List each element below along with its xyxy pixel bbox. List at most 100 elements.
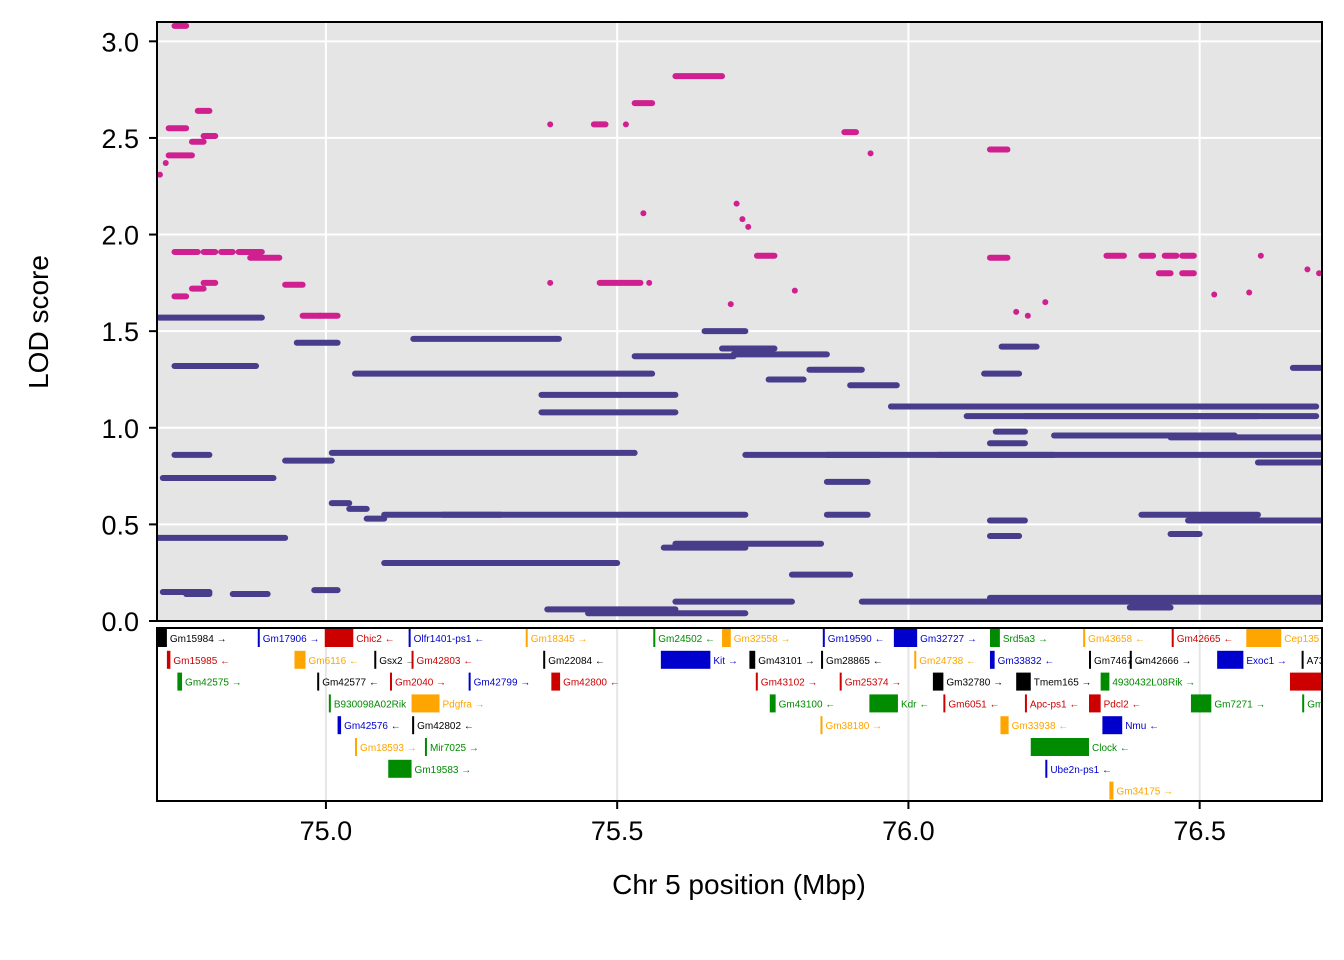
y-tick-label: 3.0 xyxy=(101,27,139,57)
gene: A7300 xyxy=(1301,650,1322,669)
x-tick-label: 75.0 xyxy=(300,816,353,846)
gene: B930098A02Rik xyxy=(328,694,407,713)
data-point xyxy=(547,121,554,128)
gene-bar xyxy=(317,672,320,691)
data-point xyxy=(791,287,798,294)
gene-label: Gm2040 → xyxy=(395,678,446,689)
data-point xyxy=(1024,312,1031,319)
gene-label: Gm43102 → xyxy=(761,678,818,689)
data-point xyxy=(1257,252,1264,259)
gene: Kdr ← xyxy=(869,694,929,713)
gene-label: Kit → xyxy=(713,656,737,667)
gene-bar xyxy=(1000,716,1009,735)
gene-label: Kdr ← xyxy=(901,699,929,710)
x-tick-label: 76.0 xyxy=(882,816,935,846)
gene: Gm43100 ← xyxy=(769,694,835,713)
data-point xyxy=(1211,291,1218,298)
gene-bar xyxy=(294,650,306,669)
gene-bar xyxy=(893,629,918,647)
gene-bar xyxy=(1045,759,1048,778)
x-axis: 75.0 75.5 76.0 76.5 xyxy=(300,801,1226,846)
gene-bar xyxy=(914,650,917,669)
data-point xyxy=(646,279,653,286)
gene-bar xyxy=(177,672,183,691)
gene: Gm43101 → xyxy=(749,650,815,669)
gene-label: Gm43658 ← xyxy=(1088,634,1145,645)
gene-bar xyxy=(525,629,528,647)
gene: Olfr1401-ps1 ← xyxy=(408,629,484,647)
gene: Pdcl2 ← xyxy=(1089,694,1142,713)
gene-label: Gm15984 → xyxy=(170,634,227,645)
gene-bar xyxy=(1129,650,1132,669)
gene-bar xyxy=(869,694,898,713)
gene-bar xyxy=(1190,694,1212,713)
gene-bar xyxy=(1030,738,1089,756)
gene-bar xyxy=(551,672,561,691)
plot-border xyxy=(156,21,1323,622)
y-tick-label: 0.0 xyxy=(101,607,139,637)
gene-bar xyxy=(374,650,377,669)
gene: Gm22084 ← xyxy=(543,650,605,669)
gene-label: Gm10 xyxy=(1307,699,1335,710)
gene-label: Gm43101 → xyxy=(758,656,815,667)
x-axis-title: Chr 5 position (Mbp) xyxy=(612,869,866,900)
gene-bar xyxy=(1301,650,1304,669)
y-tick-label: 2.5 xyxy=(101,124,139,154)
plot-panel xyxy=(157,22,1322,621)
gene: Gm10 xyxy=(1302,694,1335,713)
data-point xyxy=(1246,289,1253,296)
gene-label: Gm32558 → xyxy=(734,634,791,645)
data-point xyxy=(1013,308,1020,315)
gene-label: Gm42577 ← xyxy=(322,678,379,689)
gene-label: Gm34175 → xyxy=(1116,787,1173,798)
gene: Gm32558 → xyxy=(722,629,790,647)
gene-bar xyxy=(1289,672,1322,691)
gene-bar xyxy=(1024,694,1027,713)
data-point xyxy=(622,121,629,128)
gene-label: Gm33938 ← xyxy=(1012,721,1069,732)
gene-label: Gm28865 ← xyxy=(826,656,883,667)
y-tick-label: 2.0 xyxy=(101,221,139,251)
gene-track: Gm15984 → Gm17906 → Chic2 ← Olfr1401-ps1 ← G… xyxy=(157,628,1335,801)
gene-label: Gm42666 → xyxy=(1135,656,1192,667)
gene-bar xyxy=(755,672,758,691)
gene: Gm33832 ← xyxy=(989,650,1054,669)
y-tick-label: 1.5 xyxy=(101,317,139,347)
gene-bar xyxy=(337,716,342,735)
gene-label: Gm24738 ← xyxy=(919,656,976,667)
gene: Gm15984 → xyxy=(157,629,227,647)
data-point xyxy=(547,279,554,286)
gene-bar xyxy=(1302,694,1305,713)
gene: Gm19590 ← xyxy=(822,629,885,647)
gene: Gm32727 → xyxy=(893,629,977,647)
gene-label: Ube2n-ps1 ← xyxy=(1050,765,1112,776)
gene-bar xyxy=(468,672,471,691)
data-point xyxy=(162,160,169,167)
gene-label: Gm22084 ← xyxy=(548,656,605,667)
gene-bar xyxy=(1089,694,1101,713)
gene-label: Gm15985 ← xyxy=(173,656,230,667)
gene-label: Gm7271 → xyxy=(1214,699,1265,710)
gene-bar xyxy=(1171,629,1174,647)
gene: Exoc1 → xyxy=(1217,650,1287,669)
data-point xyxy=(640,210,647,217)
gene-label: Gm18345 → xyxy=(531,634,588,645)
gene-label: B930098A02Rik xyxy=(334,699,407,710)
data-point xyxy=(867,150,874,157)
gene-label: Gm17906 → xyxy=(263,634,320,645)
data-point xyxy=(745,223,752,230)
gene: Chic2 ← xyxy=(324,629,395,647)
gene-bar xyxy=(653,629,656,647)
gene: Gm42577 ← xyxy=(317,672,379,691)
gene-label: Pdcl2 ← xyxy=(1104,699,1142,710)
gene: Gm42666 → xyxy=(1129,650,1192,669)
gene-label: 4930432L08Rik → xyxy=(1112,678,1195,689)
gene-label: Gm7467 → xyxy=(1094,656,1145,667)
gene: Gm24738 ← xyxy=(914,650,976,669)
gene: Gm6116 ← xyxy=(294,650,359,669)
gene: Cep135 xyxy=(1246,629,1320,647)
gene-label: Chic2 ← xyxy=(356,634,394,645)
gene-bar xyxy=(932,672,944,691)
y-axis: 0.0 0.5 1.0 1.5 2.0 2.5 3.0 xyxy=(101,27,157,637)
gene-label: Apc-ps1 ← xyxy=(1030,699,1079,710)
